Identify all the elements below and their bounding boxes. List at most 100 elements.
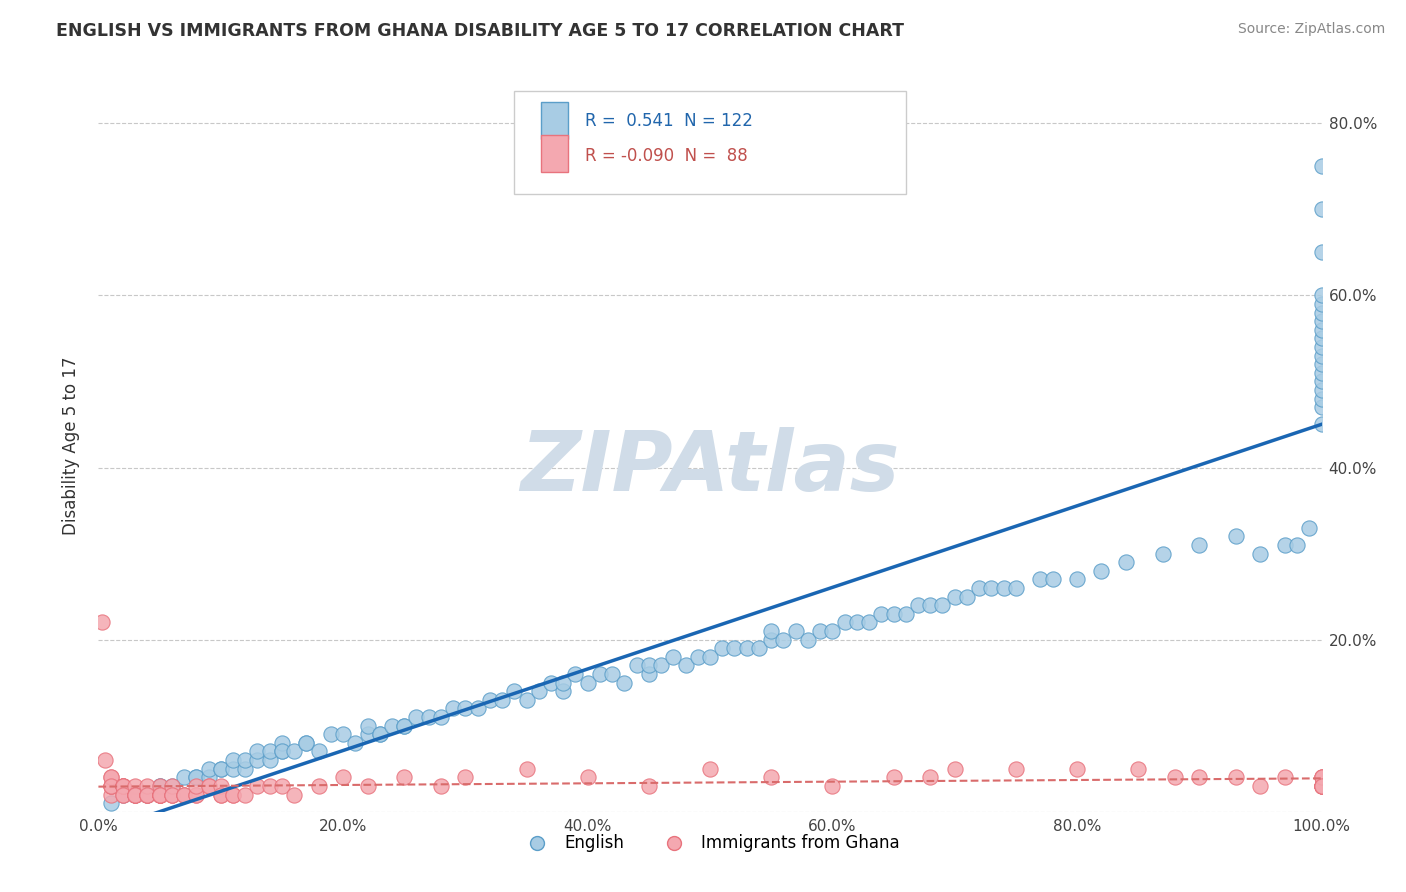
Point: [186, 770, 208, 784]
Point: [233, 762, 256, 776]
Point: [173, 788, 195, 802]
Point: [797, 632, 820, 647]
Point: [1066, 573, 1088, 587]
Point: [723, 641, 745, 656]
Point: [356, 727, 378, 741]
Text: R = -0.090  N =  88: R = -0.090 N = 88: [585, 146, 748, 165]
Point: [111, 788, 134, 802]
Point: [711, 641, 734, 656]
Point: [124, 788, 146, 802]
Point: [662, 649, 685, 664]
Point: [149, 788, 172, 802]
Point: [1115, 555, 1137, 569]
Point: [381, 719, 404, 733]
Point: [748, 641, 770, 656]
Point: [344, 736, 367, 750]
Point: [149, 788, 172, 802]
Point: [111, 779, 134, 793]
Point: [920, 770, 942, 784]
Point: [675, 658, 697, 673]
Point: [270, 744, 294, 758]
Point: [478, 693, 501, 707]
Text: Source: ZipAtlas.com: Source: ZipAtlas.com: [1237, 22, 1385, 37]
Point: [160, 779, 183, 793]
Point: [1310, 779, 1333, 793]
Point: [246, 779, 269, 793]
Point: [186, 788, 208, 802]
Point: [222, 762, 245, 776]
Point: [368, 727, 391, 741]
Point: [699, 649, 721, 664]
Point: [637, 658, 661, 673]
Point: [943, 762, 966, 776]
Point: [124, 788, 146, 802]
Point: [1310, 357, 1333, 371]
Point: [883, 607, 905, 621]
Point: [1310, 383, 1333, 397]
Point: [295, 736, 318, 750]
Point: [392, 719, 416, 733]
Point: [259, 753, 281, 767]
Point: [295, 736, 318, 750]
Point: [233, 788, 256, 802]
Point: [283, 788, 305, 802]
Point: [1310, 770, 1333, 784]
Point: [1310, 770, 1333, 784]
Point: [785, 624, 807, 638]
Point: [1310, 375, 1333, 389]
Point: [270, 744, 294, 758]
Point: [1310, 779, 1333, 793]
Point: [1128, 762, 1150, 776]
Point: [197, 762, 219, 776]
Point: [540, 675, 562, 690]
Point: [1298, 521, 1320, 535]
FancyBboxPatch shape: [541, 135, 568, 171]
Point: [1188, 770, 1211, 784]
Point: [1274, 538, 1296, 552]
Point: [564, 667, 586, 681]
Point: [686, 649, 709, 664]
Point: [111, 779, 134, 793]
Text: R =  0.541  N = 122: R = 0.541 N = 122: [585, 112, 754, 129]
Point: [1188, 538, 1211, 552]
Point: [197, 779, 219, 793]
Point: [845, 615, 868, 630]
Point: [222, 788, 245, 802]
Point: [1310, 159, 1333, 173]
Point: [149, 779, 172, 793]
Point: [808, 624, 831, 638]
Point: [956, 590, 979, 604]
Point: [1090, 564, 1112, 578]
Point: [149, 788, 172, 802]
Point: [332, 727, 354, 741]
Point: [100, 779, 122, 793]
Point: [1310, 401, 1333, 415]
Point: [356, 779, 378, 793]
Point: [149, 788, 172, 802]
Point: [1310, 770, 1333, 784]
Point: [283, 744, 305, 758]
Point: [270, 736, 294, 750]
Point: [93, 753, 115, 767]
Point: [1310, 366, 1333, 380]
Point: [222, 788, 245, 802]
Point: [124, 788, 146, 802]
Point: [308, 744, 330, 758]
Point: [883, 770, 905, 784]
Point: [173, 788, 195, 802]
Point: [993, 581, 1015, 595]
Point: [259, 744, 281, 758]
Point: [197, 770, 219, 784]
Point: [270, 779, 294, 793]
Point: [209, 762, 232, 776]
Point: [553, 675, 575, 690]
Point: [516, 762, 538, 776]
Point: [111, 779, 134, 793]
Point: [1310, 323, 1333, 337]
Point: [209, 788, 232, 802]
Point: [100, 779, 122, 793]
Point: [894, 607, 917, 621]
Point: [650, 658, 672, 673]
FancyBboxPatch shape: [515, 91, 905, 194]
Point: [441, 701, 464, 715]
